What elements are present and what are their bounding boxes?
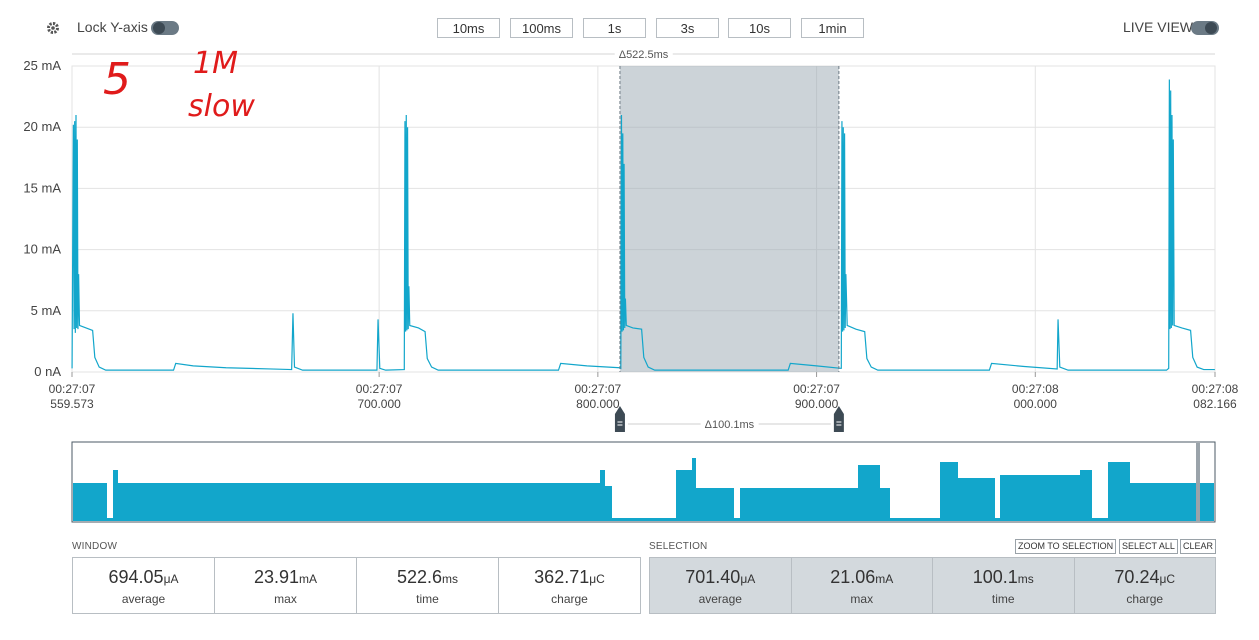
live-label: LIVE VIEW xyxy=(1123,19,1194,35)
minimap-window xyxy=(1196,443,1200,521)
current-trace xyxy=(71,79,1215,371)
stat-unit: μA xyxy=(740,572,756,586)
selection-button[interactable]: CLEAR xyxy=(1180,539,1217,554)
x-tick-label: 00:27:07 900.000 xyxy=(793,382,840,411)
panel-title: SELECTION xyxy=(649,541,708,552)
y-tick-label: 20 mA xyxy=(23,119,61,134)
stat-unit: ms xyxy=(442,572,459,586)
stat-unit: μA xyxy=(163,572,179,586)
stat-unit: ms xyxy=(1017,572,1034,586)
minimap-trace xyxy=(73,458,1214,521)
stat-number: 694.05 xyxy=(108,567,164,587)
y-tick-label: 0 nA xyxy=(34,364,61,379)
stat-unit: μC xyxy=(589,572,605,586)
x-tick-label: 00:27:07 700.000 xyxy=(356,382,403,411)
selection-handle[interactable] xyxy=(833,406,844,432)
lock-label: Lock Y-axis xyxy=(77,19,148,35)
x-tick-label: 00:27:07 800.000 xyxy=(574,382,621,411)
stat-number: 23.91 xyxy=(253,567,300,587)
stat-label: max xyxy=(850,592,874,606)
stat-label: average xyxy=(121,592,166,606)
stat-cell: 21.06mA max xyxy=(792,558,933,613)
stat-label: max xyxy=(274,592,297,606)
range-button[interactable]: 3s xyxy=(656,18,719,38)
stat-number: 21.06 xyxy=(830,567,876,587)
stat-number: 701.40 xyxy=(685,567,741,587)
stat-cell: 522.6ms time xyxy=(357,558,499,613)
stat-value: 522.6ms xyxy=(357,567,498,588)
x-tick-label: 00:27:08 000.000 xyxy=(1012,382,1059,411)
live-toggle[interactable] xyxy=(1190,19,1220,37)
stat-number: 522.6 xyxy=(396,567,443,587)
stat-value: 23.91mA xyxy=(215,567,356,588)
stat-number: 70.24 xyxy=(1114,567,1160,587)
stat-label: time xyxy=(991,592,1015,606)
stat-unit: μC xyxy=(1159,572,1176,586)
label-bg xyxy=(614,49,673,61)
stat-cell: 701.40μA average xyxy=(650,558,792,613)
range-button[interactable]: 100ms xyxy=(510,18,573,38)
x-tick-label: 00:27:07 559.573 xyxy=(49,382,96,411)
range-button[interactable]: 10s xyxy=(728,18,791,38)
stat-number: 100.1 xyxy=(972,567,1018,587)
range-button[interactable]: 1s xyxy=(583,18,646,38)
stat-label: average xyxy=(698,592,742,606)
stat-number: 362.71 xyxy=(534,567,590,587)
stat-cell: 362.71μC charge xyxy=(499,558,640,613)
chart: 0 nA 5 mA 10 mA 15 mA 20 mA 25 mA 00:27:07 559.… xyxy=(23,49,1239,523)
y-tick-label: 5 mA xyxy=(31,303,62,318)
selection-button[interactable]: SELECT ALL xyxy=(1119,539,1178,554)
panel-title: WINDOW xyxy=(72,541,118,552)
selection-handle[interactable] xyxy=(614,406,625,432)
stat-unit: mA xyxy=(299,572,318,586)
selection-area xyxy=(619,66,839,372)
stat-unit: mA xyxy=(875,572,894,586)
stat-value: 694.05μA xyxy=(73,567,214,588)
y-tick-label: 15 mA xyxy=(23,180,61,195)
stat-value: 100.1ms xyxy=(933,567,1074,588)
stat-label: charge xyxy=(1126,592,1164,606)
stat-cell: 70.24μC charge xyxy=(1075,558,1216,613)
stat-label: charge xyxy=(551,592,588,606)
range-button[interactable]: 10ms xyxy=(437,18,500,38)
stat-value: 21.06mA xyxy=(792,567,933,588)
stat-value: 362.71μC xyxy=(499,567,640,588)
selection-span-label: Δ100.1ms xyxy=(705,419,755,431)
lock-toggle[interactable] xyxy=(150,19,180,37)
window-span-label: Δ522.5ms xyxy=(619,49,669,61)
window-stats: 694.05μA average 23.91mA max 522.6ms time 362.… xyxy=(72,557,641,614)
stat-cell: 23.91mA max xyxy=(215,558,357,613)
stat-value: 70.24μC xyxy=(1075,567,1216,588)
selection-stats: 701.40μA average 21.06mA max 100.1ms time 70.2… xyxy=(649,557,1216,614)
range-button[interactable]: 1min xyxy=(801,18,864,38)
x-tick-label: 00:27:08 082.166 xyxy=(1192,382,1239,411)
settings-icon[interactable] xyxy=(44,19,62,37)
y-tick-label: 10 mA xyxy=(23,242,61,257)
stat-value: 701.40μA xyxy=(650,567,791,588)
selection-button[interactable]: ZOOM TO SELECTION xyxy=(1015,539,1117,554)
stat-cell: 694.05μA average xyxy=(73,558,215,613)
stat-cell: 100.1ms time xyxy=(933,558,1075,613)
y-tick-label: 25 mA xyxy=(23,58,61,73)
label-bg xyxy=(700,419,759,431)
stat-label: time xyxy=(416,592,439,606)
